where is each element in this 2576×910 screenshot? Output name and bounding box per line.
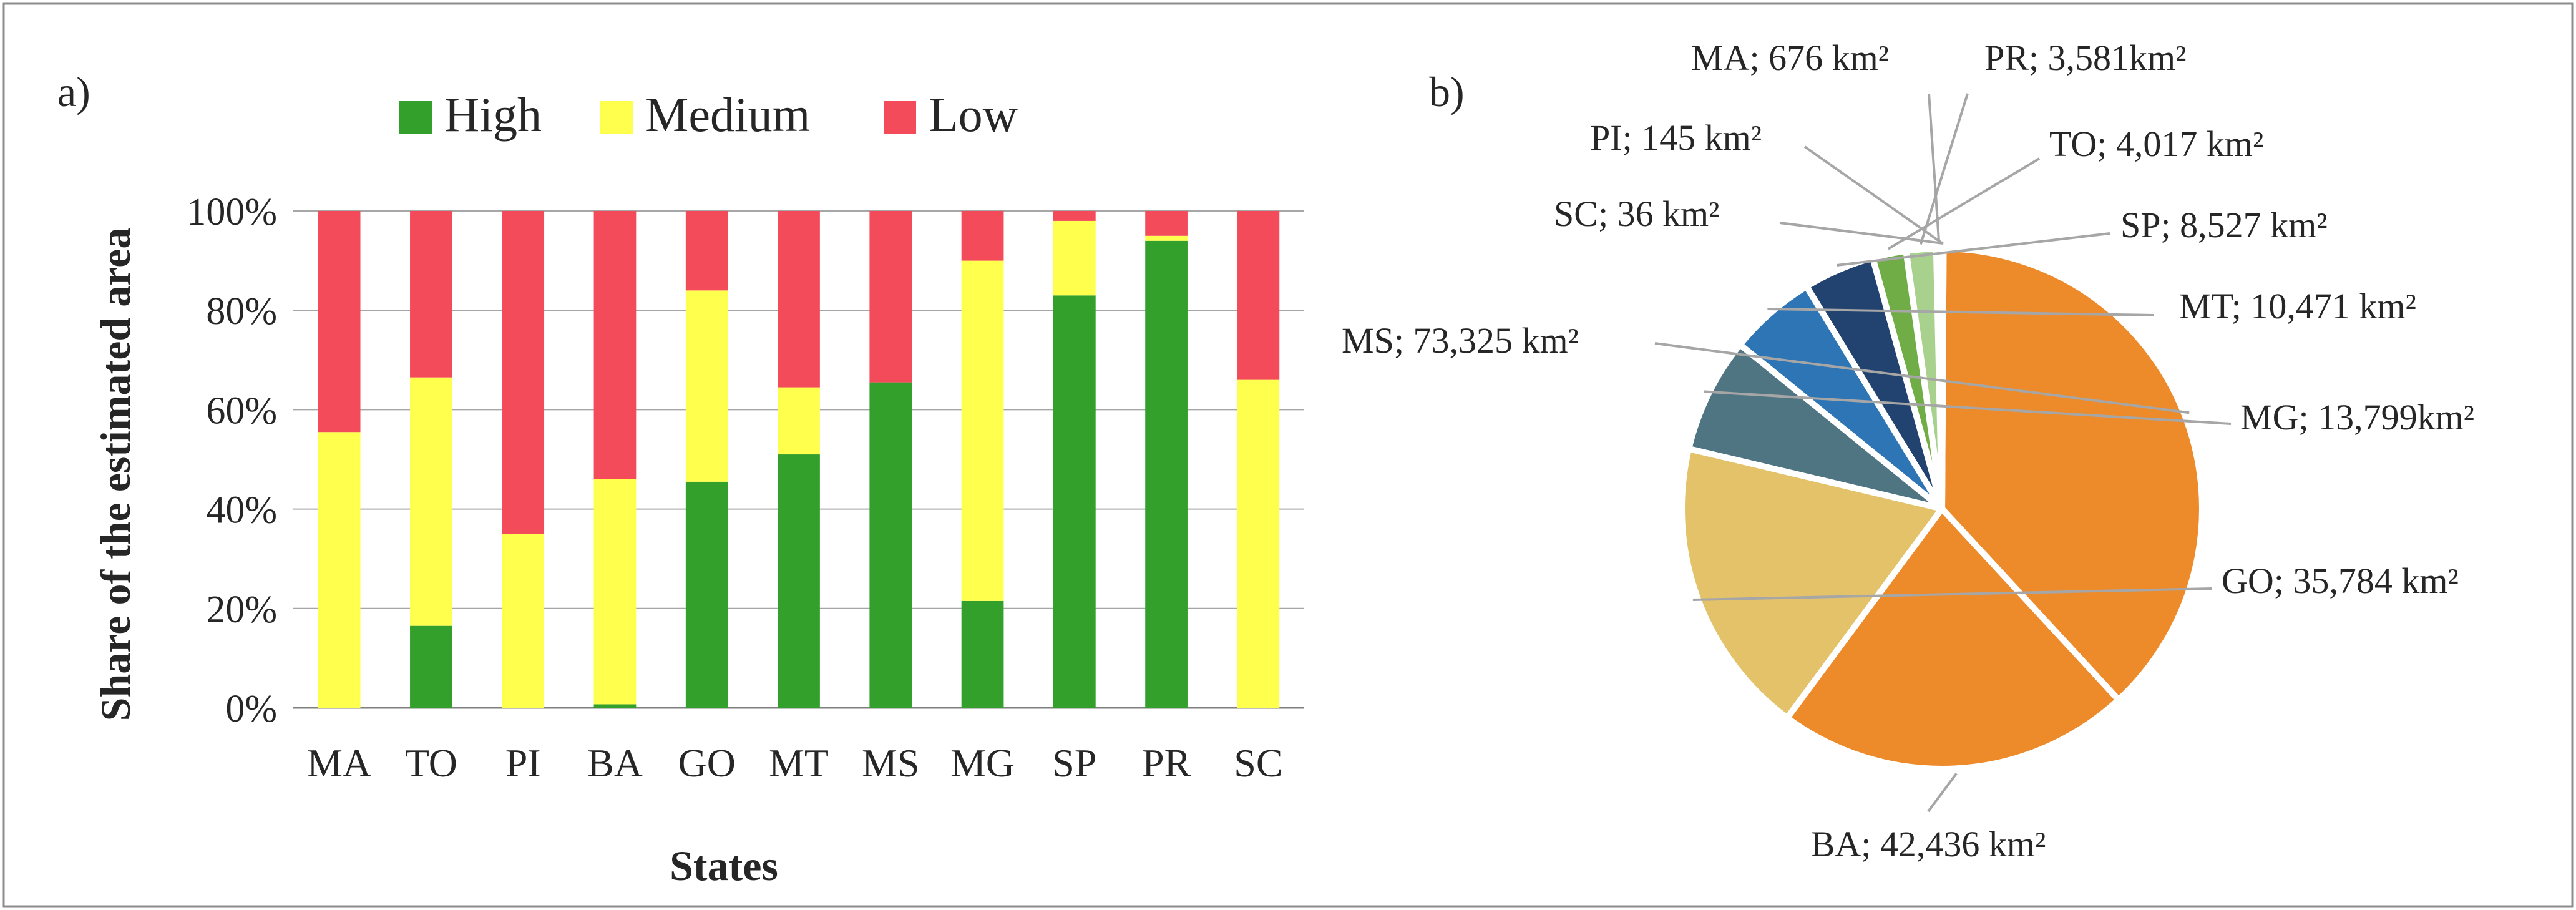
legend-swatch-high [399,101,432,134]
pie-label-pr: PR; 3,581km² [1984,37,2187,78]
pie-label-pi: PI; 145 km² [1590,117,1762,158]
pie-label-mg: MG; 13,799km² [2240,397,2474,438]
x-tick-label: SC [1234,741,1282,785]
pie-chart: b) MA; 676 km² PR; 3,581km² TO; 4,017 km² S… [1342,37,2474,864]
bar-pr-high [1145,240,1188,708]
pie-label-mt: MT; 10,471 km² [2179,286,2416,326]
bar-mt-low [778,211,820,388]
x-axis-ticks: MA TO PI BA GO MT MS MG SP PR SC [307,741,1282,785]
bar-ba-high [593,704,637,708]
leader-line-ba [1927,773,1958,813]
bar-go-medium [685,290,728,482]
legend-label-high: High [444,87,542,142]
leader-line-go [1692,587,2213,602]
leader-line-to [1887,157,2041,250]
y-axis-ticks: 0% 20% 40% 60% 80% 100% [187,191,277,730]
bar-ms-low [869,211,912,383]
bar-pi-medium [502,534,545,708]
bar-mg-high [961,600,1004,708]
bar-to-medium [410,377,452,626]
bar-mt-medium [778,387,820,455]
y-tick-label: 20% [206,589,277,631]
leader-line-ms [1654,342,2190,414]
legend-label-low: Low [929,87,1018,142]
bar-pi-low [502,211,545,534]
legend-swatch-low [884,101,916,134]
bars [318,211,1280,708]
bar-sp-high [1053,295,1096,708]
bar-mg-low [961,211,1004,261]
bar-sc-medium [1237,379,1280,708]
pie-slice-pi [1939,245,1946,512]
x-tick-label: MS [862,741,920,785]
bar-mg-medium [961,260,1004,601]
x-tick-label: MT [769,741,829,785]
leader-line-mg [1704,390,2232,425]
pie-slice-ms [1939,245,2205,703]
y-axis-title: Share of the estimated area [92,228,139,722]
x-tick-label: MA [307,741,371,785]
bar-to-high [410,625,452,708]
bar-sp-medium [1053,220,1096,296]
stacked-bar-chart: a) High Medium Low 0% 20% 40% 60% 80% 100% MA… [57,68,1304,889]
leader-line-pr [1919,93,1969,245]
pie-leader-lines [1654,93,2232,813]
bar-to-low [410,211,452,378]
bar-go-low [685,211,728,291]
x-axis-title: States [670,842,778,889]
x-tick-label: MG [950,741,1015,785]
y-tick-label: 60% [206,389,277,432]
y-tick-label: 0% [225,688,277,730]
x-tick-label: GO [678,741,736,785]
pie-slice-ba [1784,506,2122,772]
leader-line-sc [1779,222,1944,245]
leader-line-sp [1836,232,2110,267]
pie-slice-go [1679,445,1945,722]
leader-line-mt [1767,307,2154,316]
bar-mt-high [778,454,820,708]
pie-slices [1679,245,2205,772]
bar-pr-medium [1145,235,1188,241]
pie-label-sc: SC; 36 km² [1554,193,1720,234]
pie-label-ms: MS; 73,325 km² [1342,320,1579,361]
legend: High Medium Low [399,87,1018,142]
x-tick-label: PI [505,741,541,785]
x-tick-label: BA [587,741,643,785]
y-tick-label: 100% [187,191,277,233]
bar-ba-medium [593,479,637,705]
leader-line-pi [1803,145,1944,245]
bar-ma-low [318,211,361,433]
bar-go-high [685,481,728,708]
pie-label-sp: SP; 8,527 km² [2120,205,2328,245]
pie-label-to: TO; 4,017 km² [2049,124,2263,164]
pie-label-ba: BA; 42,436 km² [1811,824,2046,864]
bar-ms-high [869,382,912,708]
x-tick-label: SP [1052,741,1096,785]
panel-label-b: b) [1429,68,1465,115]
pie-label-ma: MA; 676 km² [1691,37,1889,78]
bar-ba-low [593,211,637,479]
y-tick-label: 80% [206,290,277,333]
x-tick-label: PR [1142,741,1191,785]
bar-sp-low [1053,211,1096,221]
pie-labels: MA; 676 km² PR; 3,581km² TO; 4,017 km² SP; … [1342,37,2474,864]
bar-sc-low [1237,211,1280,380]
x-tick-label: TO [405,741,457,785]
bar-pr-low [1145,211,1188,236]
legend-label-medium: Medium [645,87,810,142]
y-tick-label: 40% [206,489,277,532]
pie-label-go: GO; 35,784 km² [2222,560,2459,601]
legend-swatch-medium [600,101,633,134]
bar-ma-medium [318,432,361,708]
pie-slice-mg [1686,341,1945,512]
panel-label-a: a) [57,68,90,115]
